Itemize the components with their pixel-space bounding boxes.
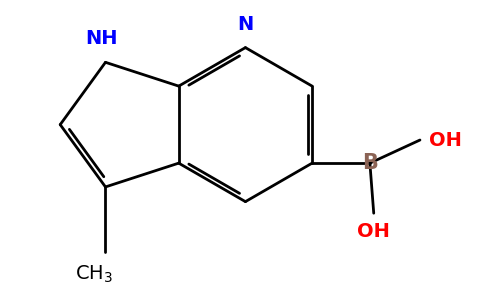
Text: CH$_3$: CH$_3$ [75, 264, 113, 285]
Text: N: N [237, 15, 254, 34]
Text: B: B [362, 153, 378, 173]
Text: OH: OH [429, 130, 462, 149]
Text: NH: NH [85, 29, 118, 48]
Text: OH: OH [357, 222, 390, 242]
